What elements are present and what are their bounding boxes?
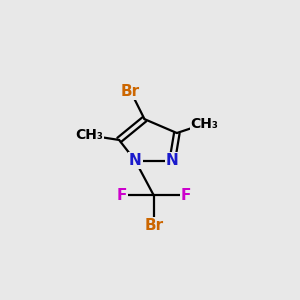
Text: CH₃: CH₃ bbox=[190, 117, 218, 131]
Text: Br: Br bbox=[121, 84, 140, 99]
Text: CH₃: CH₃ bbox=[75, 128, 103, 142]
Text: Br: Br bbox=[144, 218, 163, 233]
Text: N: N bbox=[166, 153, 178, 168]
Text: N: N bbox=[129, 153, 142, 168]
Text: F: F bbox=[181, 188, 191, 203]
Text: F: F bbox=[116, 188, 127, 203]
